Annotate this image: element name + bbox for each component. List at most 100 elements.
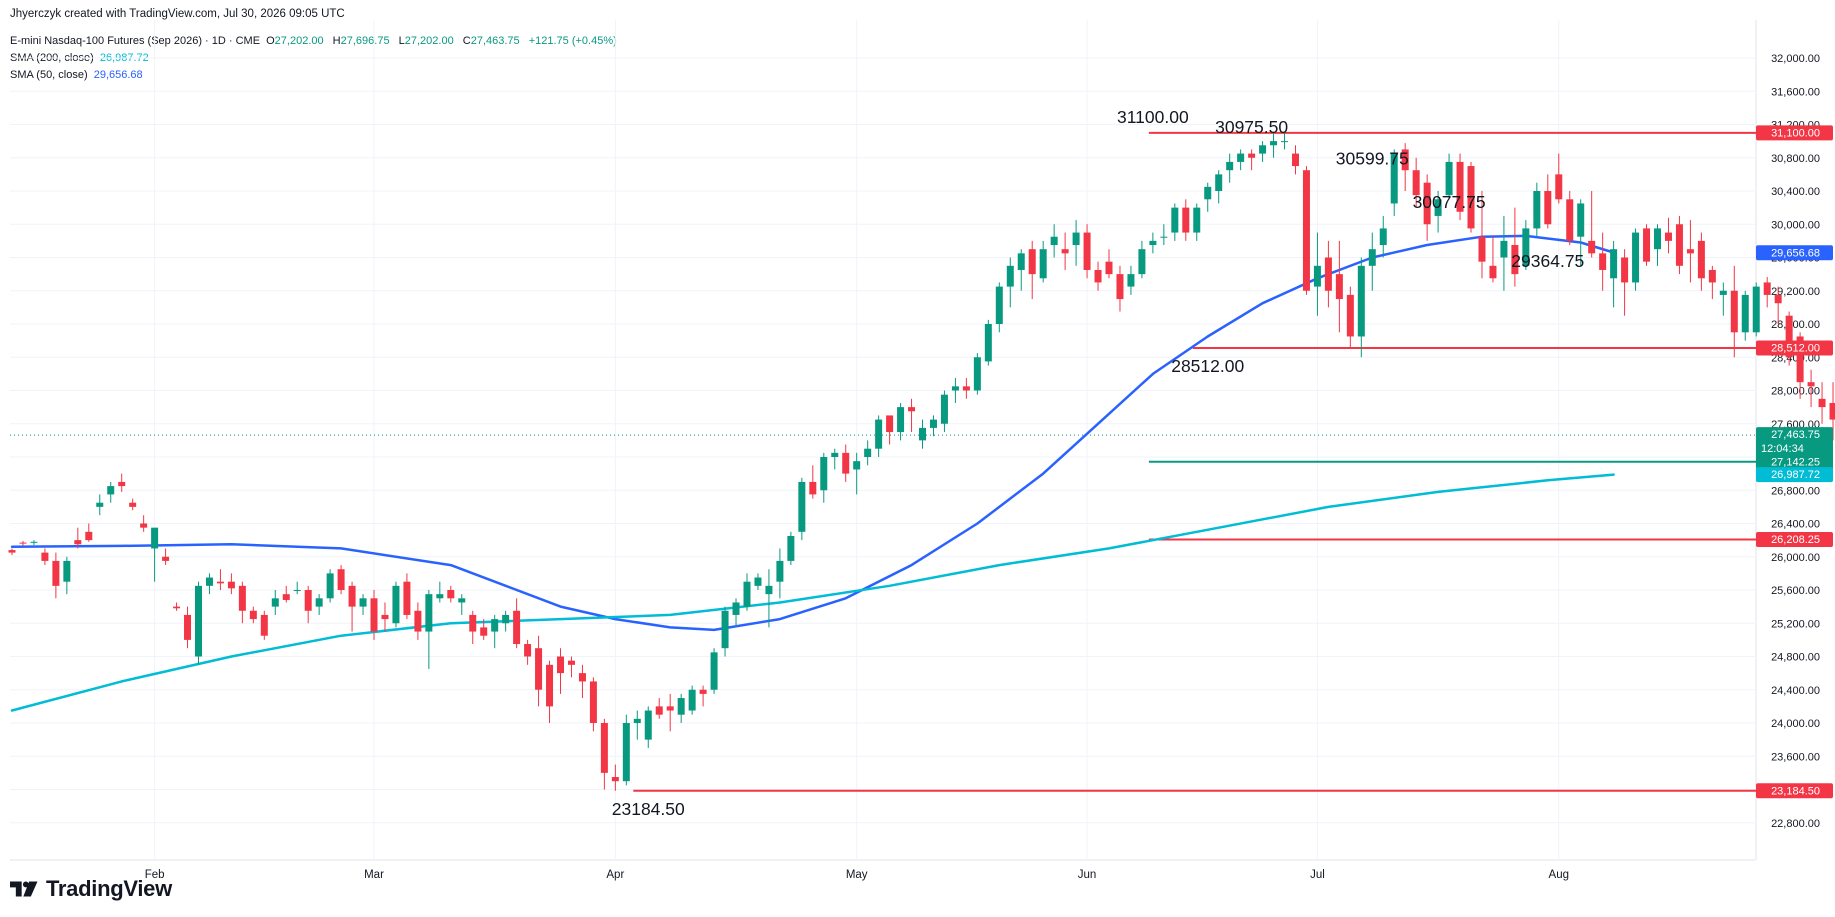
candle-body <box>216 581 224 584</box>
candle <box>1138 240 1146 279</box>
candle-body <box>403 581 411 615</box>
candle <box>743 573 751 611</box>
candle <box>951 378 959 403</box>
candle-body <box>557 656 564 674</box>
candle-body <box>1149 240 1157 246</box>
price-tag: 28,512.00 <box>1756 340 1833 356</box>
candle <box>1226 153 1234 183</box>
candle-body <box>1171 207 1179 233</box>
candle-body <box>1204 186 1212 200</box>
candle-body <box>962 386 970 391</box>
candle <box>85 523 93 542</box>
candle <box>1533 182 1541 237</box>
candle-body <box>162 556 170 561</box>
y-tick-label: 26,400.00 <box>1771 519 1820 531</box>
candle <box>1291 145 1299 175</box>
candle-body <box>304 590 312 611</box>
candle <box>1719 282 1727 316</box>
candle <box>1270 132 1278 158</box>
candle <box>337 565 345 595</box>
candle-body <box>1281 141 1289 143</box>
candle-body <box>107 486 115 495</box>
y-tick-label: 30,800.00 <box>1771 153 1820 165</box>
candle-body <box>567 660 575 665</box>
sma-line <box>10 473 1615 712</box>
price-tag-label: 27,142.25 <box>1771 456 1820 468</box>
candle-body <box>1270 141 1278 146</box>
candle-body <box>348 585 356 607</box>
candle-body <box>1818 398 1826 408</box>
x-tick-label: Jun <box>1078 869 1097 881</box>
candle <box>425 590 433 669</box>
tradingview-logo[interactable]: TradingView <box>10 876 172 902</box>
x-tick-label: Aug <box>1549 869 1569 881</box>
candle-body <box>820 457 828 491</box>
change-value: +121.75 (+0.45%) <box>528 35 617 47</box>
candle-body <box>578 673 586 682</box>
candle-body <box>85 531 93 541</box>
candle-body <box>1313 265 1321 287</box>
candle-body <box>1489 265 1497 279</box>
candle <box>1818 382 1826 424</box>
candle-body <box>1039 249 1047 279</box>
candle-body <box>1785 315 1793 358</box>
candle-body <box>677 698 685 715</box>
candle-body <box>995 286 1003 324</box>
candle-body <box>1028 249 1036 275</box>
candle-body <box>1522 228 1530 266</box>
candle <box>1577 199 1585 266</box>
candle-body <box>1588 240 1596 254</box>
candle-body <box>1621 257 1629 283</box>
candle <box>688 685 696 715</box>
candle <box>118 473 126 492</box>
candle <box>1160 224 1168 246</box>
x-tick-label: Apr <box>606 869 624 881</box>
candle <box>1072 220 1080 266</box>
candle <box>622 714 630 786</box>
sma50-legend[interactable]: SMA (50, close) 29,656.68 <box>10 69 146 81</box>
candle <box>929 415 937 437</box>
candle-body <box>743 581 751 607</box>
candle-body <box>238 585 246 611</box>
x-tick-label: Feb <box>145 869 165 881</box>
candle-body <box>436 594 444 599</box>
price-tag: 29,656.68 <box>1756 245 1833 261</box>
sma-line <box>10 234 1615 632</box>
candle <box>1401 143 1409 191</box>
candle-body <box>1050 236 1058 246</box>
candle-body <box>1291 153 1299 167</box>
candle <box>1302 166 1310 295</box>
candle-body <box>63 560 71 582</box>
candle <box>1675 215 1683 275</box>
candle <box>1522 220 1530 270</box>
candle <box>1654 224 1661 266</box>
candle <box>458 594 466 615</box>
close-label: C <box>462 35 471 47</box>
symbol-legend[interactable]: E-mini Nasdaq-100 Futures (Sep 2026) · 1… <box>10 35 620 47</box>
candle-body <box>1237 153 1245 162</box>
candle <box>655 698 663 719</box>
high-value: 27,696.75 <box>340 35 390 47</box>
candle <box>52 552 60 599</box>
candle-body <box>886 415 894 433</box>
x-tick-label: May <box>846 869 868 881</box>
candle <box>919 419 927 449</box>
candle <box>1324 240 1332 308</box>
candle <box>710 648 718 694</box>
price-tag: 31,100.00 <box>1756 125 1833 141</box>
candle <box>1204 182 1212 212</box>
candle-body <box>359 598 367 607</box>
candle-body <box>370 598 378 632</box>
candle-body <box>1632 232 1640 283</box>
candle <box>864 440 872 466</box>
time-axis[interactable]: Feb Mar Apr May Jun Jul Aug <box>145 869 1569 881</box>
candle <box>809 465 817 499</box>
candle <box>1632 228 1640 291</box>
candle-body <box>721 610 729 649</box>
candle <box>842 444 850 482</box>
candle-body <box>633 718 641 723</box>
candle-body <box>282 594 290 600</box>
candle <box>567 656 575 678</box>
candle <box>1544 174 1552 229</box>
